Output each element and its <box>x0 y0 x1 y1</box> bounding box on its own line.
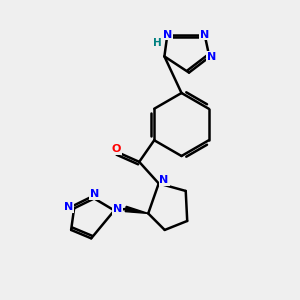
Text: N: N <box>200 29 209 40</box>
Text: O: O <box>111 144 121 154</box>
Text: N: N <box>207 52 216 62</box>
Text: N: N <box>113 204 122 214</box>
Text: N: N <box>160 176 169 185</box>
Polygon shape <box>125 206 148 214</box>
Text: N: N <box>64 202 73 212</box>
Text: N: N <box>163 29 172 40</box>
Text: H: H <box>152 38 161 48</box>
Text: N: N <box>90 189 99 199</box>
